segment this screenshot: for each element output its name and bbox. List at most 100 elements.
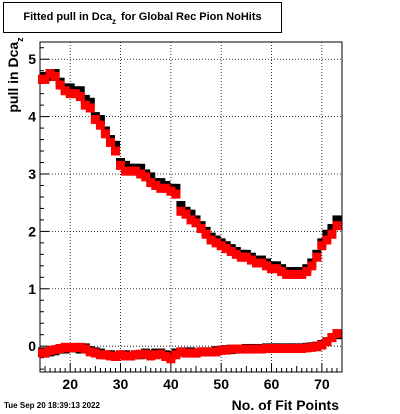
data-point [121, 160, 131, 170]
data-point [307, 261, 317, 271]
data-point [116, 350, 126, 360]
data-point [201, 229, 211, 239]
data-point [181, 348, 191, 358]
data-point [85, 97, 95, 107]
data-point [181, 209, 191, 219]
data-point [231, 249, 241, 259]
data-point [241, 344, 251, 354]
data-point [126, 351, 136, 361]
data-point [166, 186, 176, 196]
data-point [100, 350, 110, 360]
data-point [95, 350, 105, 360]
data-point [317, 340, 327, 350]
data-point [126, 166, 136, 176]
data-point [75, 86, 85, 96]
data-point [262, 261, 271, 271]
data-point [332, 215, 342, 225]
data-point [191, 348, 201, 358]
data-point [312, 252, 322, 262]
data-point [45, 69, 55, 79]
data-point [196, 224, 206, 234]
data-point [312, 342, 322, 352]
data-point [171, 189, 181, 199]
data-point [327, 333, 337, 343]
data-point [105, 351, 115, 361]
ylabel-main: pull in Dca [5, 41, 21, 113]
data-point [196, 347, 206, 357]
data-point [171, 350, 181, 360]
data-point [156, 178, 166, 188]
data-point [262, 343, 271, 353]
data-point [246, 255, 256, 265]
data-point [131, 350, 141, 360]
data-point [50, 71, 60, 81]
data-point [146, 351, 156, 361]
data-point [226, 344, 236, 354]
data-point [65, 83, 75, 93]
data-point [116, 160, 126, 170]
y-tick-label: 2 [28, 223, 36, 239]
data-point [55, 80, 65, 90]
y-tick-label: 3 [28, 166, 36, 182]
data-point [332, 221, 342, 231]
data-point [322, 229, 332, 239]
data-point [302, 343, 312, 353]
data-point [317, 241, 327, 251]
data-point [40, 348, 50, 358]
data-point [65, 343, 75, 353]
data-point [277, 267, 287, 277]
data-point [226, 246, 236, 256]
data-point [282, 269, 292, 279]
data-point [131, 166, 141, 176]
data-point [90, 348, 100, 358]
x-tick-label: 30 [113, 376, 129, 392]
x-axis-label: No. of Fit Points [231, 397, 339, 413]
data-point [121, 166, 131, 176]
data-point [60, 342, 70, 352]
title-prefix: Fitted pull in Dca [23, 11, 112, 23]
data-point [297, 343, 307, 353]
data-point [272, 343, 282, 353]
x-tick-label: 50 [213, 376, 229, 392]
data-point [302, 267, 312, 277]
ylabel-subscript: z [15, 37, 25, 42]
data-point [221, 345, 231, 355]
data-point [90, 114, 100, 124]
title-box: Fitted pull in Dcaz for Global Rec Pion … [3, 2, 282, 33]
data-point [136, 163, 146, 173]
data-point [267, 264, 277, 274]
data-point [85, 347, 95, 357]
data-point [206, 235, 216, 245]
data-point [141, 172, 151, 182]
data-point [186, 348, 196, 358]
data-point [80, 100, 90, 110]
data-point [307, 342, 317, 352]
y-tick-label: 5 [28, 51, 36, 67]
data-point [241, 252, 251, 262]
data-point [65, 89, 75, 99]
data-point [231, 344, 241, 354]
data-point [141, 349, 151, 359]
data-point [151, 350, 161, 360]
data-point [75, 92, 85, 102]
data-point [277, 343, 287, 353]
data-point [161, 183, 171, 193]
x-tick-label: 60 [264, 376, 280, 392]
data-point [70, 342, 80, 352]
data-point [322, 235, 332, 245]
data-point [171, 183, 181, 193]
data-point [100, 129, 110, 139]
data-point [136, 349, 146, 359]
data-point [70, 89, 80, 99]
timestamp: Tue Sep 20 18:39:13 2022 [4, 401, 100, 410]
data-point [80, 344, 90, 354]
data-point [256, 258, 266, 268]
data-point [45, 346, 55, 356]
data-point [272, 264, 282, 274]
data-point [186, 215, 196, 225]
data-point [236, 344, 246, 354]
data-point [267, 343, 277, 353]
data-point [297, 269, 307, 279]
data-point [176, 206, 186, 216]
data-point [166, 354, 176, 364]
